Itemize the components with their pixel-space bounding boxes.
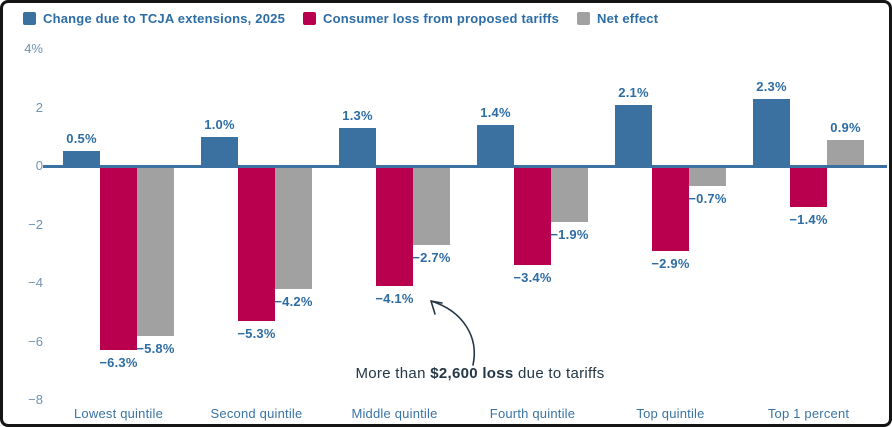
bar-value-label: −4.1% (375, 290, 414, 306)
bar (689, 166, 726, 187)
legend-item-tariffs: Consumer loss from proposed tariffs (303, 11, 559, 26)
net-swatch-icon (577, 12, 591, 25)
bar (413, 166, 450, 245)
bar-value-label: 2.3% (756, 78, 787, 94)
legend-label-net: Net effect (597, 11, 659, 26)
bar (100, 166, 137, 351)
bar-value-label: −2.7% (412, 249, 451, 265)
bar (827, 139, 864, 166)
bar (615, 104, 652, 166)
bar-value-label: 1.4% (480, 105, 511, 121)
bar-value-label: 1.0% (204, 116, 235, 132)
bar (63, 151, 100, 166)
bar-value-label: −4.2% (274, 293, 313, 309)
annotation-prefix: More than (355, 365, 431, 382)
chart-legend: Change due to TCJA extensions, 2025 Cons… (23, 11, 658, 26)
bar (339, 127, 376, 166)
bar (652, 166, 689, 251)
bar-value-label: −5.8% (136, 340, 175, 356)
tariffs-swatch-icon (303, 12, 317, 25)
y-tick-label: 4% (24, 41, 43, 56)
bar (376, 166, 413, 286)
bar-value-label: −1.9% (550, 226, 589, 242)
legend-item-net: Net effect (577, 11, 658, 26)
bar (137, 166, 174, 336)
x-category-label: Middle quintile (351, 406, 438, 421)
plot-area: 4% 2 0 −2 −4 −6 −8 0.5% 1.0% 1.3% 1.4% 2.1% 2.3% −6.3… (3, 3, 889, 424)
legend-label-tariffs: Consumer loss from proposed tariffs (323, 11, 560, 26)
x-category-label: Top quintile (636, 406, 705, 421)
bar-value-label: −1.4% (789, 211, 828, 227)
bar-value-label: −6.3% (99, 355, 138, 371)
y-tick-label: 0 (35, 158, 43, 173)
bar (790, 166, 827, 207)
bar (201, 136, 238, 166)
y-tick-label: −2 (28, 216, 43, 232)
annotation-arrow-icon (430, 300, 475, 366)
bar-value-label: 2.1% (618, 84, 649, 100)
bar (753, 98, 790, 166)
x-category-label: Top 1 percent (767, 406, 850, 421)
tcja-swatch-icon (23, 12, 36, 25)
bar (275, 166, 312, 289)
annotation-text: More than $2,600 loss due to tariffs (300, 365, 660, 382)
x-category-label: Second quintile (210, 406, 303, 421)
x-category-label: Fourth quintile (489, 406, 576, 421)
bar-value-label: −2.9% (651, 255, 690, 271)
bar-value-label: −3.4% (513, 270, 552, 286)
y-tick-label: −8 (28, 392, 43, 407)
bar-value-label: 0.5% (66, 131, 97, 147)
bar-value-label: 0.9% (830, 119, 861, 135)
annotation-suffix: due to tariffs (513, 365, 605, 382)
legend-item-tcja: Change due to TCJA extensions, 2025 (23, 11, 285, 26)
y-tick-label: −4 (28, 275, 43, 290)
zero-axis-line (43, 164, 887, 168)
annotation-bold: $2,600 loss (430, 365, 514, 382)
bar-value-label: −5.3% (237, 326, 276, 342)
bar (551, 166, 588, 222)
bar-value-label: 1.3% (342, 107, 373, 123)
y-tick-label: −6 (28, 333, 43, 349)
y-tick-label: 2 (35, 99, 43, 115)
legend-label-tcja: Change due to TCJA extensions, 2025 (43, 11, 286, 26)
bar (477, 125, 514, 166)
bar-value-label: −0.7% (688, 191, 727, 207)
bar (514, 166, 551, 266)
bar (238, 166, 275, 322)
x-category-label: Lowest quintile (74, 406, 163, 421)
